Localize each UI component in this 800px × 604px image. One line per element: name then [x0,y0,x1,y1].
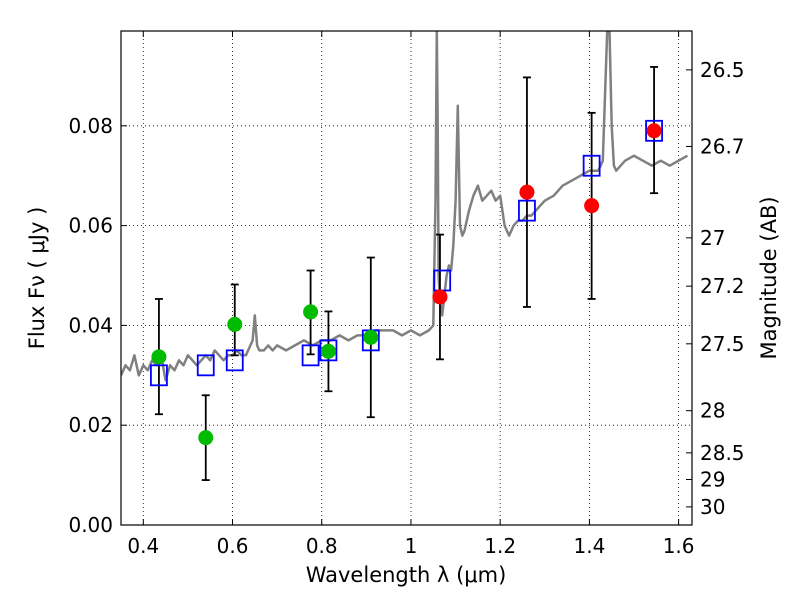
model-square-marker [582,154,601,177]
x-tick-label: 1.6 [663,534,695,558]
flux-point-marker [584,198,600,214]
flux-point-marker [227,316,243,332]
x-tick-label: 0.4 [127,534,159,558]
right-axis-label: Magnitude (AB) [757,196,781,359]
x-tick-label: 0.8 [306,534,338,558]
spectrum-line [121,31,689,382]
flux-point-marker [151,349,167,365]
model-square-marker [196,354,215,377]
mag-tick-label: 27 [700,226,725,250]
mag-tick-label: 30 [700,495,725,519]
flux-point-marker [646,123,662,139]
x-tick-label: 0.6 [217,534,249,558]
y-tick-label: 0.00 [68,513,113,537]
flux-point-marker [198,430,214,446]
model-square-marker [301,344,320,367]
mag-tick-label: 27.5 [700,332,745,356]
flux-point-marker [320,343,336,359]
mag-tick-label: 26.5 [700,58,745,82]
x-tick-label: 1 [405,534,418,558]
plot-frame [120,30,693,526]
y-tick-label: 0.08 [68,114,113,138]
y-tick-label: 0.04 [68,313,113,337]
flux-point-marker [303,304,319,320]
axis-ticks: 0.4 0.6 0.8 1 1.2 1.4 1.6 0.00 0.02 0.04 0.06 0.08 2… [68,31,745,558]
y-tick-label: 0.02 [68,413,113,437]
model-square-marker [319,339,338,362]
y-tick-label: 0.06 [68,214,113,238]
mag-tick-label: 28 [700,399,725,423]
mag-tick-label: 28.5 [700,441,745,465]
plot-area [121,31,689,481]
mag-tick-label: 26.7 [700,134,745,158]
flux-point-marker [432,289,448,305]
flux-point-marker [519,184,535,200]
flux-point-marker [363,329,379,345]
model-square-marker [150,364,168,387]
mag-tick-label: 27.2 [700,274,745,298]
x-tick-label: 1.4 [573,534,605,558]
x-tick-label: 1.2 [484,534,516,558]
model-square-marker [518,199,536,222]
x-axis-label: Wavelength λ (μm) [306,563,507,587]
y-axis-label: Flux Fν ( μJy ) [25,207,49,350]
mag-tick-label: 29 [700,467,725,491]
model-square-marker [225,349,244,372]
model-square-marker [645,119,663,142]
